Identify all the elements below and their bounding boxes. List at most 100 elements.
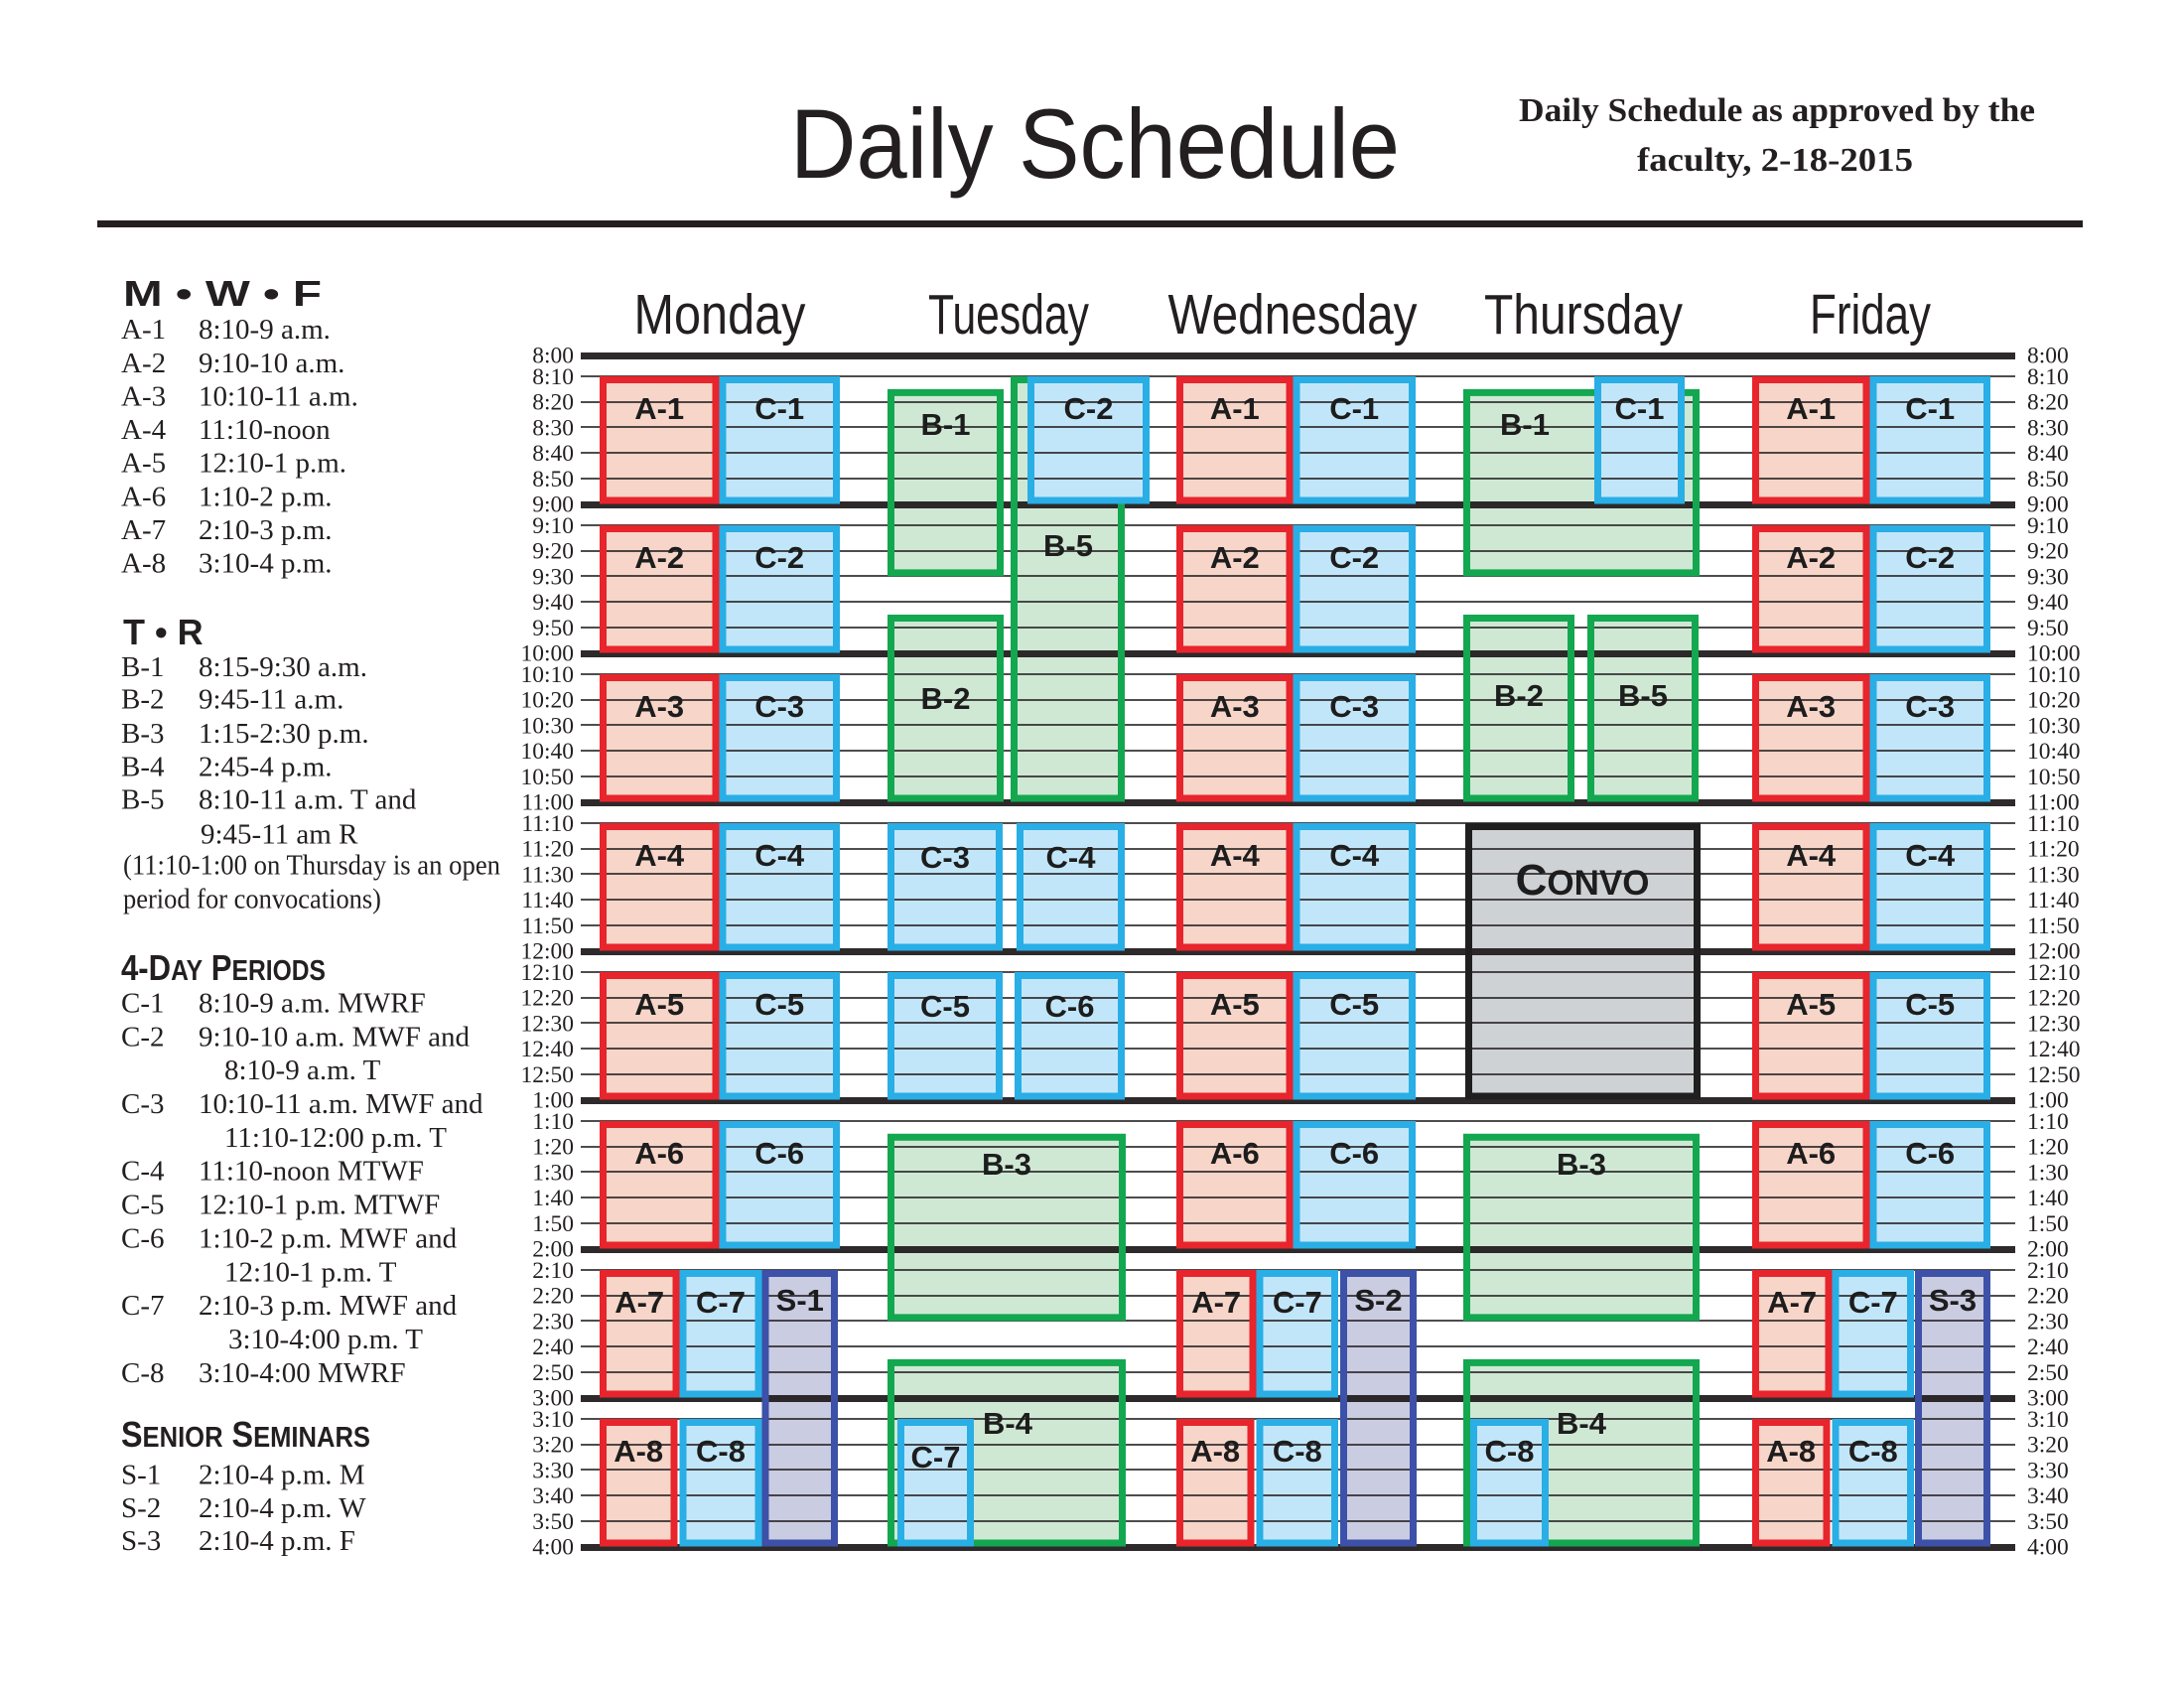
svg-text:3:10-4 p.m.: 3:10-4 p.m. [199,548,333,580]
svg-text:S-2: S-2 [121,1492,161,1524]
svg-text:8:10: 8:10 [532,364,574,390]
svg-text:3:50: 3:50 [532,1509,574,1535]
svg-text:C-2: C-2 [1905,540,1955,575]
svg-text:11:20: 11:20 [521,837,574,863]
svg-text:1:20: 1:20 [2027,1135,2069,1161]
svg-text:B-1: B-1 [1500,407,1550,442]
svg-text:C-5: C-5 [754,987,804,1022]
svg-text:Monday: Monday [634,283,806,347]
svg-text:A-8: A-8 [121,548,166,580]
svg-text:C-1: C-1 [1329,391,1379,426]
svg-text:10:30: 10:30 [520,713,574,739]
svg-text:8:15-9:30 a.m.: 8:15-9:30 a.m. [199,651,367,683]
svg-text:2:10-3 p.m. MWF and: 2:10-3 p.m. MWF and [199,1290,458,1322]
svg-text:1:10-2 p.m.: 1:10-2 p.m. [199,481,333,512]
svg-text:C-4: C-4 [1905,838,1956,873]
svg-text:1:30: 1:30 [2027,1160,2069,1186]
svg-text:A-2: A-2 [1786,540,1836,575]
svg-text:11:10-noon: 11:10-noon [199,414,331,446]
svg-text:12:10-1 p.m. T: 12:10-1 p.m. T [224,1256,397,1288]
svg-text:B-2: B-2 [1494,678,1544,713]
svg-text:9:20: 9:20 [532,539,574,565]
svg-text:2:20: 2:20 [532,1284,574,1310]
svg-text:A-8: A-8 [1190,1434,1240,1469]
svg-text:2:10-4 p.m. W: 2:10-4 p.m. W [199,1492,366,1524]
svg-text:3:30: 3:30 [532,1458,574,1483]
svg-text:C-2: C-2 [1329,540,1379,575]
svg-text:3:30: 3:30 [2027,1458,2069,1483]
svg-text:B-1: B-1 [121,651,165,683]
svg-text:8:50: 8:50 [532,467,574,492]
svg-text:A-2: A-2 [1210,540,1260,575]
svg-text:C-2: C-2 [121,1021,165,1053]
svg-text:10:10-11 a.m. MWF and: 10:10-11 a.m. MWF and [199,1088,483,1120]
svg-text:CONVO: CONVO [1516,856,1650,905]
svg-text:4:00: 4:00 [2027,1535,2069,1561]
svg-text:faculty, 2-18-2015: faculty, 2-18-2015 [1637,142,1913,179]
svg-text:9:40: 9:40 [532,590,574,616]
svg-text:B-2: B-2 [121,684,165,716]
svg-text:11:50: 11:50 [521,914,574,939]
svg-text:C-5: C-5 [121,1190,165,1221]
svg-text:12:10-1 p.m.: 12:10-1 p.m. [199,448,346,480]
svg-text:8:10-9 a.m. T: 8:10-9 a.m. T [224,1055,381,1086]
svg-text:2:45-4 p.m.: 2:45-4 p.m. [199,752,333,783]
svg-text:3:40: 3:40 [532,1483,574,1509]
svg-text:B-3: B-3 [1557,1147,1606,1182]
svg-text:9:10: 9:10 [532,513,574,539]
svg-text:2:40: 2:40 [532,1335,574,1360]
svg-text:1:50: 1:50 [2027,1211,2069,1237]
svg-text:B-4: B-4 [1557,1406,1607,1441]
svg-text:1:15-2:30 p.m.: 1:15-2:30 p.m. [199,718,369,750]
svg-text:A-6: A-6 [634,1136,684,1171]
svg-text:B-5: B-5 [1043,528,1093,563]
svg-text:11:00: 11:00 [521,790,574,816]
svg-text:C-4: C-4 [1046,840,1097,875]
svg-text:10:40: 10:40 [2027,739,2081,765]
svg-text:11:30: 11:30 [2027,862,2080,888]
svg-text:9:45-11 a.m.: 9:45-11 a.m. [199,684,343,716]
svg-text:11:50: 11:50 [2027,914,2080,939]
svg-text:1:10: 1:10 [532,1109,574,1135]
svg-text:B-4: B-4 [121,752,165,783]
svg-text:10:50: 10:50 [2027,765,2081,790]
svg-text:9:40: 9:40 [2027,590,2069,616]
svg-text:3:10: 3:10 [2027,1407,2069,1433]
svg-text:C-6: C-6 [1329,1136,1379,1171]
svg-text:A-3: A-3 [1786,689,1836,724]
svg-text:A-4: A-4 [1786,838,1837,873]
svg-text:A-1: A-1 [634,391,684,426]
svg-text:3:10: 3:10 [532,1407,574,1433]
svg-text:B-2: B-2 [921,681,971,716]
svg-text:period for convocations): period for convocations) [123,884,381,915]
svg-text:C-6: C-6 [121,1222,165,1254]
svg-text:3:40: 3:40 [2027,1483,2069,1509]
svg-text:Daily Schedule: Daily Schedule [790,88,1400,199]
svg-text:11:40: 11:40 [521,888,574,914]
svg-text:C-8: C-8 [1485,1434,1535,1469]
svg-text:C-1: C-1 [121,988,165,1020]
svg-text:11:30: 11:30 [521,862,574,888]
svg-text:1:10-2 p.m. MWF and: 1:10-2 p.m. MWF and [199,1222,458,1254]
svg-text:12:00: 12:00 [520,939,574,965]
svg-text:A-3: A-3 [121,380,166,412]
svg-text:C-4: C-4 [1329,838,1380,873]
svg-text:10:10: 10:10 [2027,662,2081,688]
svg-text:A-4: A-4 [634,838,685,873]
svg-text:Wednesday: Wednesday [1168,283,1418,347]
svg-text:3:50: 3:50 [2027,1509,2069,1535]
svg-text:1:50: 1:50 [532,1211,574,1237]
svg-text:9:30: 9:30 [532,564,574,590]
svg-text:12:10: 12:10 [2027,960,2081,986]
svg-text:S-1: S-1 [121,1460,161,1491]
svg-text:1:20: 1:20 [532,1135,574,1161]
svg-text:B-4: B-4 [983,1406,1033,1441]
svg-text:10:20: 10:20 [2027,688,2081,714]
svg-text:9:20: 9:20 [2027,539,2069,565]
svg-text:C-6: C-6 [754,1136,804,1171]
svg-text:10:40: 10:40 [520,739,574,765]
svg-text:12:40: 12:40 [2027,1037,2081,1062]
svg-text:A-8: A-8 [614,1434,663,1469]
svg-text:C-7: C-7 [911,1440,961,1475]
svg-text:A-2: A-2 [121,348,166,379]
